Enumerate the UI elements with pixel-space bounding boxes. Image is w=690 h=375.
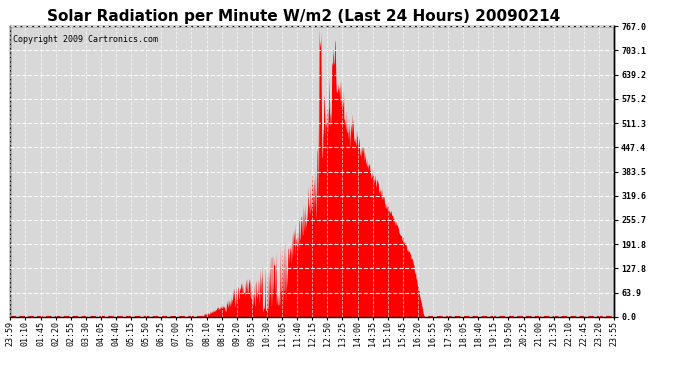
Text: Copyright 2009 Cartronics.com: Copyright 2009 Cartronics.com [13, 35, 159, 44]
Text: Solar Radiation per Minute W/m2 (Last 24 Hours) 20090214: Solar Radiation per Minute W/m2 (Last 24… [47, 9, 560, 24]
